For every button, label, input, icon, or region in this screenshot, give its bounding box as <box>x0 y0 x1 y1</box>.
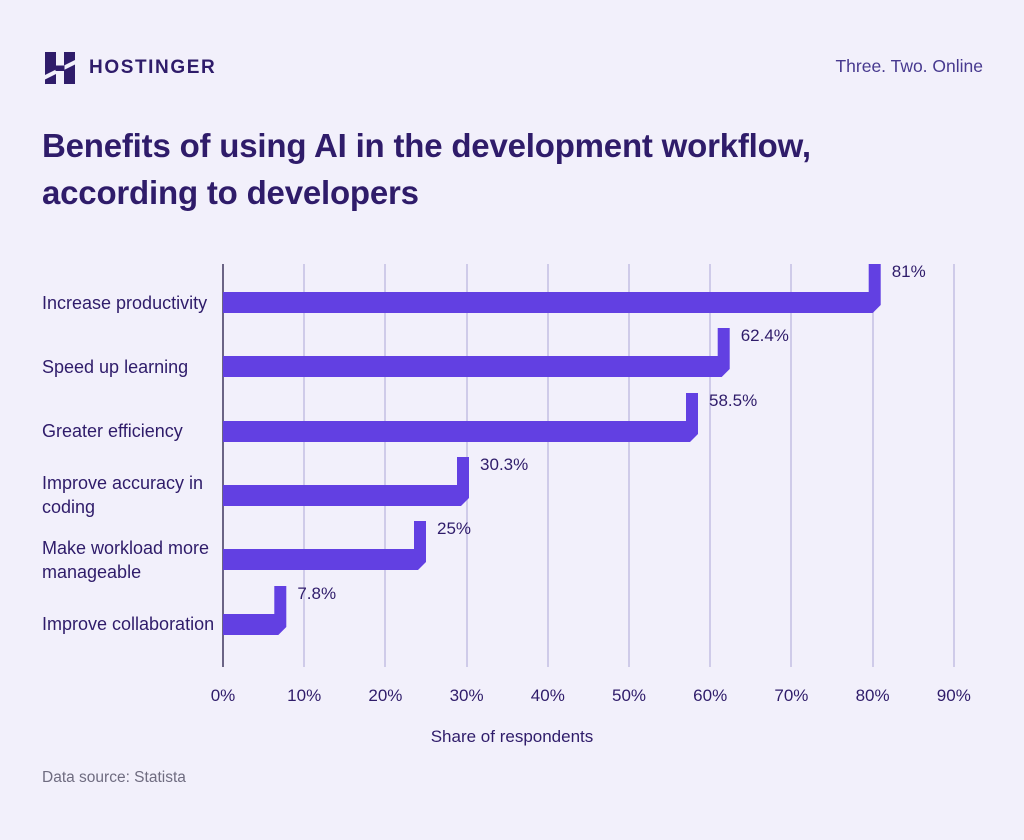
gridline <box>303 264 306 667</box>
x-tick-label: 50% <box>611 686 647 705</box>
category-label: Speed up learning <box>42 356 189 377</box>
bar-value-label: 7.8% <box>297 583 337 603</box>
bar-4 <box>223 456 469 506</box>
bar-6 <box>223 585 287 635</box>
gridline <box>628 264 630 667</box>
category-label: Improve collaboration <box>42 614 215 634</box>
bar-value-label: 58.5% <box>709 390 758 410</box>
bar-value-label: 81% <box>891 262 926 281</box>
data-source: Data source: Statista <box>42 769 186 786</box>
category-label: Make workload more manageable <box>42 537 210 582</box>
brand-tagline: Three. Two. Online <box>835 56 983 76</box>
chart-title-line2: according to developers <box>42 174 419 211</box>
x-tick-label: 30% <box>449 686 484 705</box>
x-tick-label: 0% <box>210 686 236 705</box>
gridline <box>546 264 549 667</box>
x-tick-label: 60% <box>693 686 728 705</box>
chart-title: Benefits of using AI in the development … <box>42 122 811 216</box>
x-tick-label: 40% <box>530 686 565 705</box>
bar-3 <box>223 392 698 442</box>
bar-value-label: 25% <box>437 519 472 539</box>
bar-5 <box>223 521 426 571</box>
bar-2 <box>223 328 730 378</box>
gridline <box>952 264 955 667</box>
category-label: Greater efficiency <box>42 421 183 442</box>
x-axis-title: Share of respondents <box>430 727 594 746</box>
hostinger-logo: HOSTINGER <box>42 50 216 86</box>
x-tick-label: 70% <box>774 686 809 705</box>
hostinger-logomark-icon <box>45 52 75 84</box>
gridline <box>790 264 793 667</box>
bar-1 <box>223 264 881 313</box>
x-tick-label: 80% <box>855 686 890 705</box>
category-label: Improve accuracy in coding <box>42 473 204 518</box>
y-axis-line <box>222 264 224 667</box>
chart-title-line1: Benefits of using AI in the development … <box>42 127 811 164</box>
x-tick-label: 10% <box>287 686 322 705</box>
bar-value-label: 62.4% <box>740 326 789 346</box>
gridline <box>384 264 387 667</box>
brand-wordmark: HOSTINGER <box>89 57 217 78</box>
bar-value-label: 30.3% <box>480 454 529 474</box>
x-tick-label: 90% <box>936 686 971 705</box>
gridline <box>871 264 874 667</box>
category-label: Increase productivity <box>42 292 208 313</box>
gridline <box>709 264 712 667</box>
x-tick-label: 20% <box>368 686 403 705</box>
